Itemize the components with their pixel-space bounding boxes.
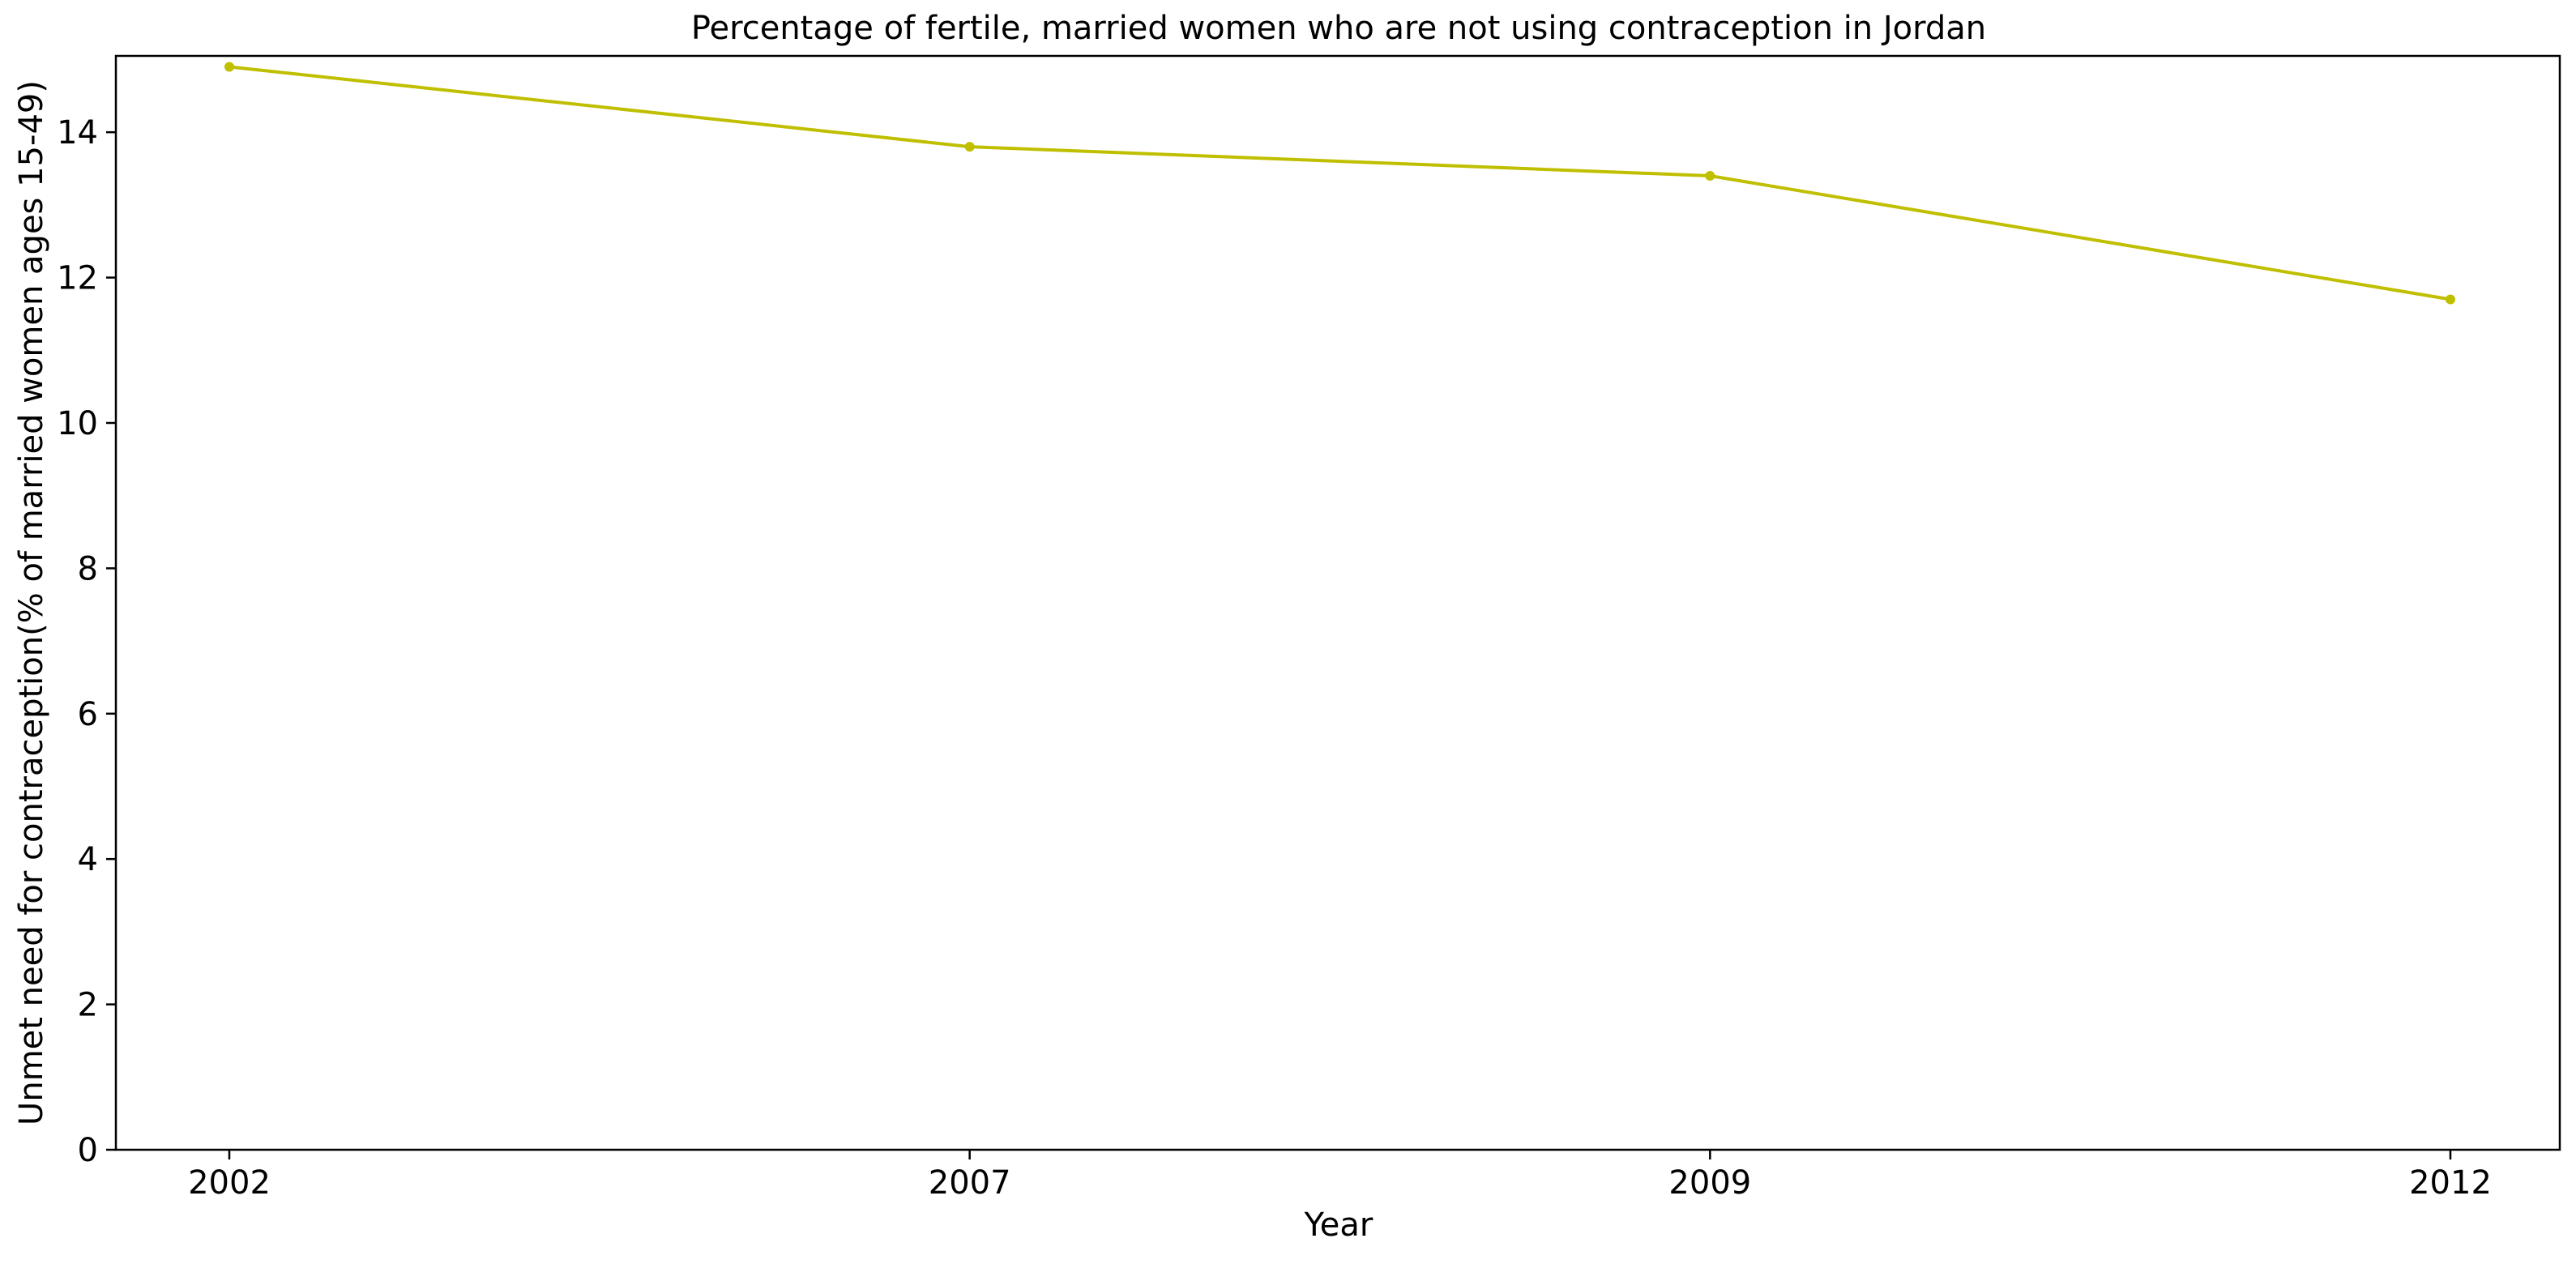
- y-tick-label: 8: [78, 550, 98, 587]
- data-point: [964, 142, 975, 152]
- y-tick-label: 10: [57, 405, 98, 442]
- data-point: [224, 62, 234, 72]
- x-tick-label: 2009: [1668, 1164, 1751, 1202]
- y-axis-label: Unmet need for contraception(% of marrie…: [13, 80, 50, 1125]
- x-axis-ticks: 2002 2007 2009 2012: [188, 1150, 2492, 1202]
- series-layer: [224, 62, 2455, 305]
- series-line: [228, 65, 2452, 301]
- y-tick-label: 4: [78, 841, 98, 878]
- plot-area-frame: [114, 54, 2561, 1151]
- x-axis-label: Year: [1304, 1206, 1373, 1244]
- x-tick-label: 2012: [2409, 1164, 2492, 1202]
- data-point: [2446, 294, 2455, 305]
- y-tick-label: 14: [57, 114, 98, 152]
- y-axis-ticks: 0 2 4 6 8 10 12 14: [57, 114, 116, 1169]
- y-tick-label: 2: [78, 987, 98, 1024]
- chart-title: Percentage of fertile, married women who…: [691, 10, 1986, 47]
- x-tick-label: 2002: [188, 1164, 271, 1202]
- y-tick-label: 0: [78, 1132, 98, 1169]
- y-tick-label: 12: [57, 260, 98, 297]
- y-tick-label: 6: [78, 696, 98, 733]
- data-point: [1705, 171, 1715, 181]
- x-tick-label: 2007: [929, 1164, 1011, 1202]
